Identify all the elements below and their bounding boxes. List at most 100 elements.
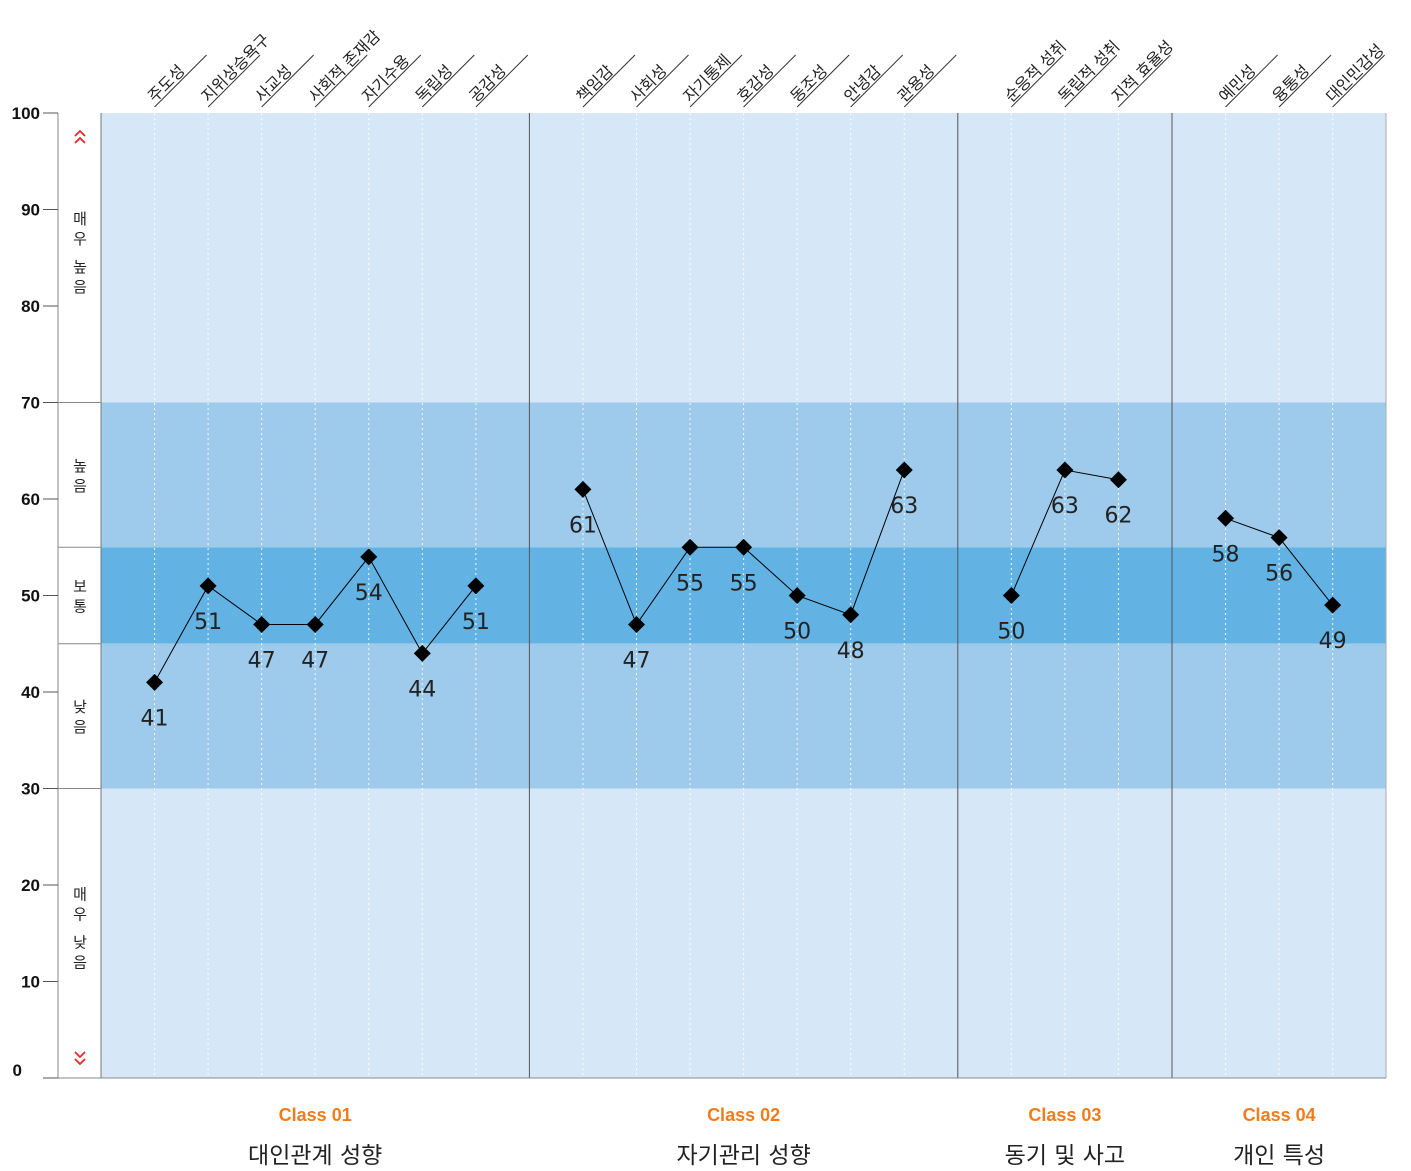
category-label-1-0: 책임감 (572, 61, 617, 106)
data-point-2-0 (1002, 587, 1020, 604)
y-tick-label-70: 70 (21, 394, 40, 413)
up-arrow-icon-1 (74, 136, 86, 144)
category-leader-1-4 (796, 54, 850, 108)
category-label-0-5: 독립성 (412, 61, 457, 106)
data-label-0-0: 41 (141, 706, 169, 731)
data-point-0-4 (360, 548, 378, 566)
category-leader-0-6 (475, 54, 529, 108)
category-label-3-1: 융통성 (1268, 61, 1313, 106)
y-tick-label-0: 0 (13, 1061, 22, 1080)
category-label-3-2: 대인민감성 (1322, 40, 1387, 105)
data-label-1-5: 48 (837, 639, 865, 664)
data-label-0-6: 51 (462, 610, 490, 635)
data-point-0-6 (467, 577, 485, 595)
data-point-2-1 (1056, 461, 1074, 479)
category-leader-1-3 (743, 54, 796, 108)
up-arrow-icon-0 (74, 129, 86, 137)
data-point-1-1 (628, 615, 645, 633)
data-label-2-2: 62 (1104, 504, 1132, 529)
class-id-2: Class 03 (1028, 1105, 1101, 1125)
data-point-0-3 (306, 615, 324, 633)
category-label-0-0: 주도성 (144, 61, 189, 106)
data-label-3-1: 56 (1265, 562, 1293, 587)
y-tick-label-50: 50 (21, 587, 40, 606)
data-point-1-4 (788, 587, 806, 604)
y-tick-label-20: 20 (21, 876, 40, 895)
data-series: 41 51 47 47 54 44 51 61 47 55 55 50 48 63 50 63 62 58 56 49 (141, 461, 1347, 731)
data-point-0-0 (146, 673, 164, 691)
y-tick-label-30: 30 (21, 780, 40, 799)
data-label-1-3: 55 (730, 571, 758, 596)
category-leader-0-2 (261, 54, 315, 108)
data-label-1-2: 55 (676, 571, 704, 596)
data-point-1-5 (842, 606, 860, 624)
class-name-1: 자기관리 성향 (676, 1143, 810, 1169)
data-point-0-5 (413, 644, 431, 662)
class-name-3: 개인 특성 (1233, 1143, 1325, 1169)
y-tick-label-60: 60 (21, 490, 40, 509)
category-leader-1-6 (903, 54, 957, 108)
category-leader-0-5 (421, 54, 475, 108)
data-point-3-2 (1324, 596, 1342, 614)
data-label-3-2: 49 (1319, 629, 1347, 654)
class-id-3: Class 04 (1243, 1105, 1316, 1125)
category-label-3-0: 예민성 (1215, 61, 1260, 106)
y-tick-label-40: 40 (21, 683, 40, 702)
data-label-1-6: 63 (890, 494, 918, 519)
category-leader-0-0 (154, 54, 207, 108)
down-arrow-icon-0 (74, 1051, 86, 1059)
y-axis: 0 10 20 30 40 50 60 70 80 90 100 (12, 104, 1386, 1080)
category-leader-1-1 (636, 54, 689, 108)
data-point-1-6 (895, 461, 913, 479)
data-point-1-3 (735, 538, 753, 556)
category-label-0-6: 공감성 (465, 61, 510, 106)
category-leader-1-5 (850, 54, 904, 108)
data-label-0-2: 47 (248, 648, 276, 673)
class-labels: Class 01 대인관계 성향 Class 02 자기관리 성향 Class 03 동기… (248, 1105, 1325, 1169)
data-label-2-1: 63 (1051, 494, 1079, 519)
data-point-2-2 (1109, 471, 1127, 489)
y-tick-label-100: 100 (12, 104, 40, 123)
category-leader-0-1 (207, 54, 261, 108)
range-arrows (74, 129, 86, 1066)
category-label-1-5: 안녕감 (840, 61, 885, 106)
category-label-1-1: 사회성 (626, 61, 671, 106)
data-label-1-0: 61 (569, 513, 597, 538)
category-label-1-4: 동조성 (787, 61, 832, 106)
y-tick-label-80: 80 (21, 297, 40, 316)
category-leader-2-0 (1010, 54, 1064, 108)
category-leader-0-4 (368, 54, 422, 108)
data-label-0-3: 47 (301, 648, 329, 673)
category-label-1-2: 자기통제 (679, 51, 734, 106)
y-tick-label-10: 10 (21, 973, 40, 992)
category-label-1-6: 관용성 (894, 61, 939, 106)
category-leader-1-0 (582, 54, 636, 108)
data-point-0-1 (199, 577, 217, 595)
category-leader-3-0 (1225, 54, 1278, 108)
category-leader-1-2 (689, 54, 743, 108)
data-label-1-1: 47 (623, 648, 651, 673)
data-label-0-4: 54 (355, 581, 383, 606)
category-leader-3-1 (1278, 54, 1332, 108)
grid-lines (100, 113, 1387, 1078)
data-point-3-1 (1270, 529, 1288, 547)
category-label-0-4: 자기수용 (358, 51, 413, 106)
y-tick-label-90: 90 (21, 201, 40, 220)
category-leader-2-2 (1118, 54, 1171, 108)
data-point-1-0 (574, 480, 592, 498)
class-id-1: Class 02 (707, 1105, 780, 1125)
category-label-0-2: 사교성 (251, 61, 296, 106)
down-arrow-icon-1 (74, 1058, 86, 1066)
data-point-0-2 (253, 615, 271, 633)
data-label-0-5: 44 (408, 677, 436, 702)
class-name-2: 동기 및 사고 (1005, 1143, 1125, 1169)
category-leader-0-3 (314, 54, 368, 108)
data-point-3-0 (1217, 509, 1235, 527)
